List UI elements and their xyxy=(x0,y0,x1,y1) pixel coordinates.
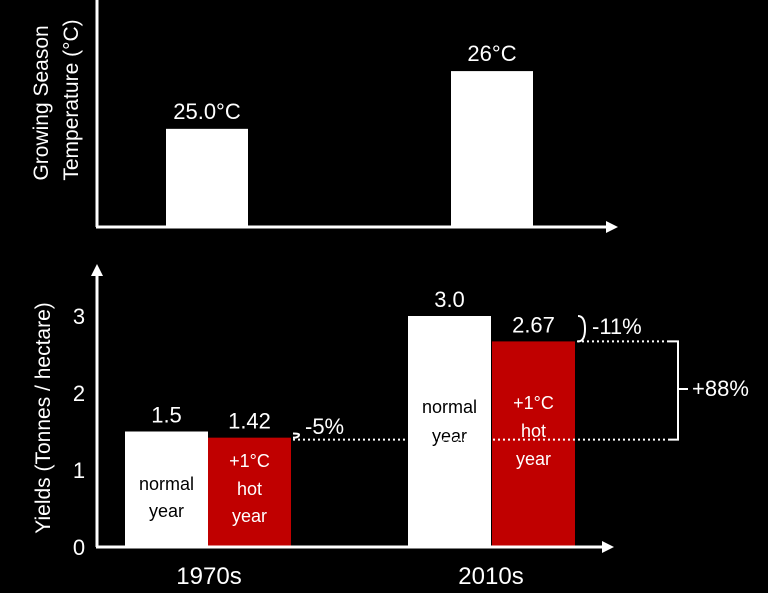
x-category-label-2010s: 2010s xyxy=(458,563,523,590)
hot-year-inner-label-2010s: +1°C xyxy=(513,393,554,413)
y-tick-label-2: 2 xyxy=(73,381,85,406)
change-label-1970s: -5% xyxy=(305,414,344,439)
hot-year-bar-1970s xyxy=(208,437,291,546)
brace-1970s xyxy=(292,432,301,439)
hot-year-inner-label-1970s: year xyxy=(232,506,267,526)
normal-year-inner-label-1970s: normal xyxy=(139,474,194,494)
temperature-chart: Growing Season Temperature (°C) 25.0°C 26… xyxy=(30,0,618,233)
y-tick-label-1: 1 xyxy=(73,458,85,483)
hot-year-inner-label-2010s: year xyxy=(516,449,551,469)
normal-year-value-1970s: 1.5 xyxy=(151,403,182,428)
normal-year-inner-label-2010s: normal xyxy=(422,397,477,417)
y-tick-label-0: 0 xyxy=(73,535,85,560)
hot-year-bar-2010s xyxy=(492,341,575,546)
top-y-axis-label: Growing Season Temperature (°C) xyxy=(30,19,83,180)
temp-bar-2010s xyxy=(451,71,533,226)
hot-year-inner-label-1970s: hot xyxy=(237,479,262,499)
x-category-label-1970s: 1970s xyxy=(176,563,241,590)
hot-year-value-1970s: 1.42 xyxy=(228,409,271,434)
hot-year-value-2010s: 2.67 xyxy=(512,312,555,337)
temp-value-label-2010s: 26°C xyxy=(467,41,516,66)
y-tick-label-3: 3 xyxy=(73,304,85,329)
normal-year-bar-2010s xyxy=(408,316,491,546)
yield-chart: Yields (Tonnes / hectare) 0 1 2 3 1.5 1.42 3.… xyxy=(32,264,749,560)
hot-year-inner-label-2010s: hot xyxy=(521,421,546,441)
growth-label: +88% xyxy=(692,376,749,401)
growth-bracket xyxy=(668,340,679,441)
temp-bar-1970s xyxy=(166,128,248,226)
normal-year-value-2010s: 3.0 xyxy=(434,287,465,312)
normal-year-inner-label-1970s: year xyxy=(149,501,184,521)
brace-2010s xyxy=(577,315,587,343)
hot-year-inner-label-1970s: +1°C xyxy=(229,451,270,471)
top-y-axis-label-line2: Temperature (°C) xyxy=(60,19,83,180)
normal-year-inner-label-2010s: year xyxy=(432,426,467,446)
normal-year-bar-1970s xyxy=(125,431,208,546)
temp-value-label-1970s: 25.0°C xyxy=(173,99,241,124)
bottom-y-axis-label: Yields (Tonnes / hectare) xyxy=(32,302,55,534)
top-y-axis-label-line1: Growing Season xyxy=(30,25,53,180)
change-label-2010s: -11% xyxy=(592,314,642,339)
